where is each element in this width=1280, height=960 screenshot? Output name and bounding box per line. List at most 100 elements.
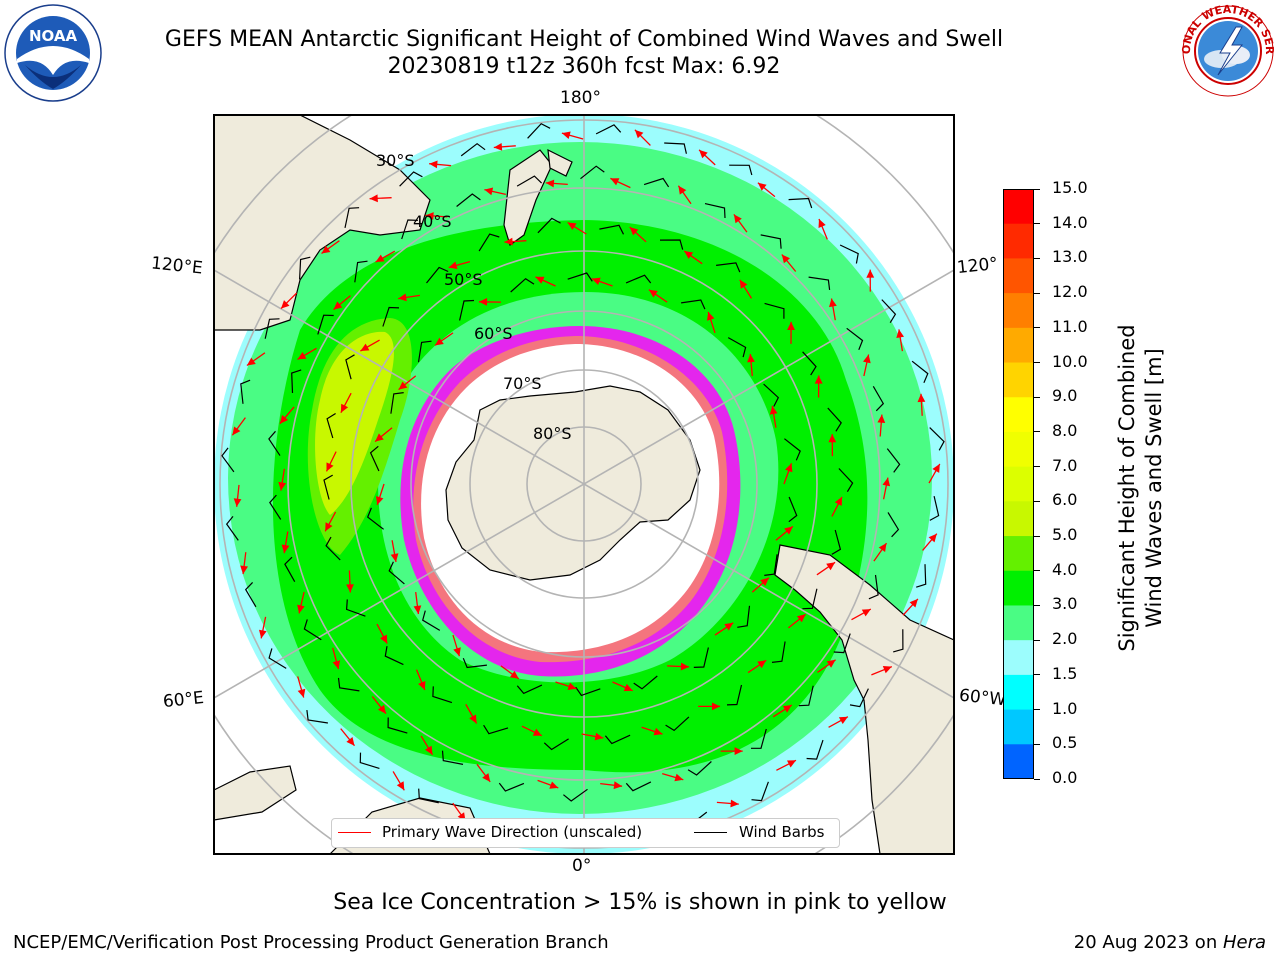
wind-barb [849, 688, 869, 708]
wave-arrow-head [594, 732, 604, 741]
wind-barb [417, 340, 432, 363]
lat-label-70s: 70°S [503, 374, 542, 393]
wind-barb [838, 468, 854, 493]
wind-barb [887, 512, 900, 538]
wind-barbs [221, 122, 945, 846]
wind-barb [516, 684, 543, 695]
colorbar-swatches [1003, 189, 1034, 780]
wind-barb [516, 175, 543, 187]
wind-barb [726, 684, 743, 706]
wind-barb [460, 142, 486, 157]
wind-barb [388, 561, 405, 585]
colorbar-tick-label: 9.0 [1052, 386, 1078, 406]
wind-barb [269, 494, 282, 520]
wind-barb [665, 716, 690, 732]
wave-arrow-head [259, 629, 267, 639]
wind-barb [369, 445, 380, 472]
wave-arrow-head [504, 237, 513, 246]
wave-arrow-head [332, 660, 341, 670]
wave-arrow-head [340, 403, 349, 413]
wave-arrow-head [535, 276, 545, 284]
wind-barb [763, 383, 780, 407]
wind-barb [387, 717, 408, 734]
wind-barb [345, 354, 355, 380]
wind-barb [681, 299, 706, 310]
wave-arrow-head [482, 773, 491, 782]
sea-ice-note: Sea Ice Concentration > 15% is shown in … [333, 890, 947, 915]
wave-arrow-head [333, 301, 343, 310]
noaa-logo-text: NOAA [29, 27, 78, 45]
legend-wind-barbs: Wind Barbs [739, 823, 825, 841]
wave-arrow-head [932, 463, 940, 473]
colorbar-tick-label: 2.0 [1052, 629, 1078, 649]
wave-arrow-head [509, 670, 519, 679]
colorbar-tick-mark [1034, 188, 1040, 190]
wind-barb [264, 318, 280, 339]
colorbar-tick-label: 12.0 [1052, 282, 1088, 302]
map-legend: Primary Wave Direction (unscaled) Wind B… [331, 818, 840, 848]
colorbar-tick-label: 4.0 [1052, 559, 1078, 579]
wind-barb [788, 197, 813, 209]
wind-barb [788, 496, 798, 523]
colorbar-swatch [1003, 605, 1034, 641]
antarctica-land [445, 385, 701, 581]
colorbar-swatch [1003, 536, 1034, 572]
legend-black-line [694, 832, 727, 833]
colorbar-tick-mark [1034, 743, 1040, 745]
wave-arrow-head [733, 214, 742, 224]
legend-primary-wave: Primary Wave Direction (unscaled) [382, 823, 643, 841]
colorbar-label-line1: Significant Height of Combined [1115, 324, 1139, 652]
footer-date: 20 Aug 2023 on Hera [1074, 932, 1266, 953]
wind-barb [268, 430, 281, 456]
wave-arrow-head [398, 381, 408, 390]
colorbar-swatch [1003, 293, 1034, 329]
colorbar-tick-label: 13.0 [1052, 247, 1088, 267]
colorbar-label: Significant Height of Combined Wind Wave… [1114, 288, 1174, 688]
wind-barb [456, 193, 481, 207]
wind-barb [563, 788, 588, 802]
lat-label-60s: 60°S [474, 324, 513, 343]
colorbar-swatch [1003, 397, 1034, 433]
wind-barb [422, 610, 441, 631]
wave-arrow-head [747, 354, 755, 363]
wave-arrow-head [233, 498, 242, 507]
wave-arrow-head [390, 553, 399, 562]
wave-arrow-head [674, 773, 684, 782]
colorbar-tick-mark [1034, 604, 1040, 606]
colorbar-swatch [1003, 223, 1034, 259]
wind-barb [366, 507, 384, 530]
colorbar-tick-mark [1034, 570, 1040, 572]
wave-arrow-head [398, 293, 407, 302]
wind-barb [359, 752, 380, 769]
wind-barb [580, 165, 605, 180]
colorbar-tick-label: 14.0 [1052, 212, 1088, 232]
wave-arrow-head [787, 760, 796, 768]
colorbar-tick-mark [1034, 257, 1040, 259]
colorbar-tick-mark [1034, 709, 1040, 711]
wave-arrow-head [429, 160, 438, 169]
wind-barb [326, 412, 336, 439]
colorbar-swatch [1003, 258, 1034, 294]
wind-barb [401, 219, 418, 240]
wind-barb [317, 314, 334, 335]
wind-barb [827, 407, 842, 432]
colorbar-tick-mark [1034, 292, 1040, 294]
lat-label-80s: 80°S [533, 424, 572, 443]
wave-arrow-head [418, 681, 426, 690]
wave-arrow-head [739, 279, 748, 289]
wave-arrow-head [297, 688, 306, 698]
colorbar-swatch [1003, 501, 1034, 537]
colorbar-tick-label: 15.0 [1052, 178, 1088, 197]
wind-barb [729, 164, 753, 176]
colorbar-swatch [1003, 327, 1034, 364]
colorbar-tick-mark [1034, 535, 1040, 537]
chart-title: GEFS MEAN Antarctic Significant Height o… [164, 27, 1004, 52]
wave-arrow-head [380, 634, 388, 644]
wind-barb [299, 256, 311, 280]
wave-arrow-head [730, 799, 739, 808]
wind-barb [771, 641, 786, 663]
wave-arrow-head [297, 604, 305, 614]
wind-barb [537, 217, 561, 234]
new-zealand-land [503, 149, 553, 246]
wave-arrow-head [375, 254, 385, 262]
